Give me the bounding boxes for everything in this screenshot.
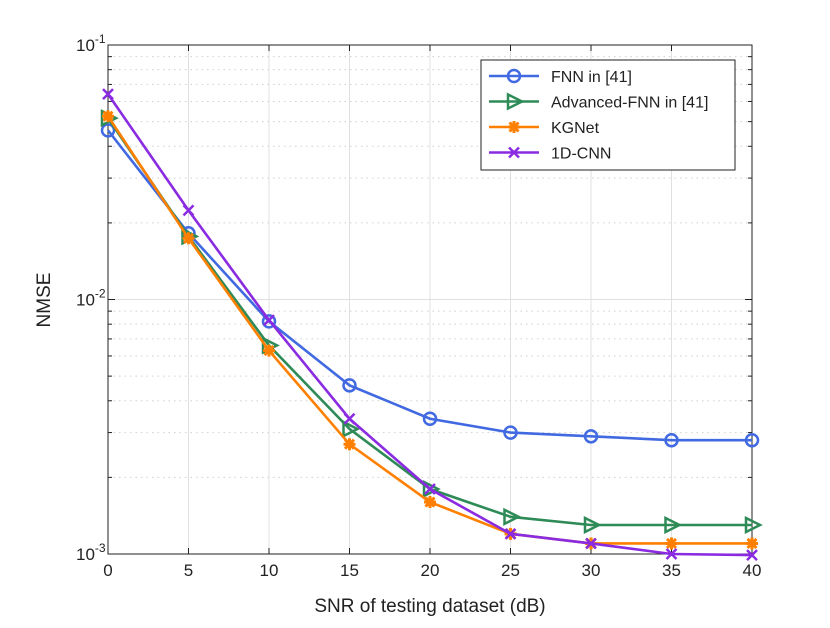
- data-point: [342, 378, 357, 393]
- data-point: [665, 548, 678, 560]
- series-1: [100, 109, 763, 535]
- series-3: [102, 88, 758, 561]
- data-point: [263, 344, 275, 357]
- x-tick-label: 40: [743, 561, 762, 580]
- data-point: [422, 480, 441, 499]
- data-point: [424, 483, 436, 495]
- data-point: [342, 419, 361, 438]
- data-point: [424, 496, 436, 509]
- y-axis-label: NMSE: [34, 273, 55, 328]
- y-tick-label: 10-2: [76, 287, 106, 310]
- y-tick-label: 10-1: [76, 32, 106, 55]
- data-point: [744, 432, 760, 448]
- x-tick-label: 20: [421, 561, 440, 580]
- data-point: [263, 314, 275, 326]
- data-point: [504, 527, 517, 540]
- data-point: [102, 110, 114, 123]
- series-line: [106, 129, 752, 442]
- data-point: [182, 232, 195, 245]
- data-point: [102, 88, 114, 101]
- data-point: [343, 412, 356, 425]
- data-point: [746, 537, 758, 550]
- y-tick-label: 10-3: [76, 541, 106, 564]
- data-point: [182, 204, 195, 217]
- legend: FNN in [41] Advanced-FNN in [41] KGNet 1D-C…: [480, 59, 736, 171]
- legend-marker: [508, 121, 520, 133]
- series-0: [100, 123, 760, 448]
- legend-label: 1D-CNN: [551, 146, 611, 163]
- data-point: [746, 549, 758, 561]
- data-point: [585, 537, 597, 550]
- data-point: [583, 429, 599, 444]
- x-tick-label: 0: [103, 561, 112, 580]
- x-tick-label: 5: [184, 561, 193, 580]
- legend-marker: [506, 92, 525, 111]
- data-point: [744, 515, 763, 535]
- data-point: [343, 438, 356, 451]
- data-point: [422, 411, 438, 426]
- data-point: [664, 432, 679, 448]
- x-axis-label: SNR of testing dataset (dB): [314, 596, 545, 617]
- data-point: [583, 515, 602, 535]
- axis-ticks: 0 5 10 15 20 25 30 35 40 10-3 10-2 10-1: [76, 32, 761, 580]
- legend-marker: [508, 146, 520, 159]
- x-tick-label: 25: [501, 561, 520, 580]
- data-point: [503, 425, 518, 440]
- x-tick-label: 10: [260, 561, 279, 580]
- legend-marker: [506, 68, 522, 84]
- x-tick-label: 15: [340, 561, 359, 580]
- x-tick-label: 30: [582, 561, 601, 580]
- data-point: [664, 515, 683, 535]
- data-point: [503, 507, 522, 526]
- legend-label: Advanced-FNN in [41]: [551, 95, 708, 112]
- series-group: [100, 88, 763, 561]
- legend-label: FNN in [41]: [551, 69, 632, 86]
- x-tick-label: 35: [662, 561, 681, 580]
- data-point: [261, 314, 277, 329]
- data-point: [100, 123, 116, 138]
- legend-label: KGNet: [551, 120, 600, 137]
- data-point: [665, 537, 678, 550]
